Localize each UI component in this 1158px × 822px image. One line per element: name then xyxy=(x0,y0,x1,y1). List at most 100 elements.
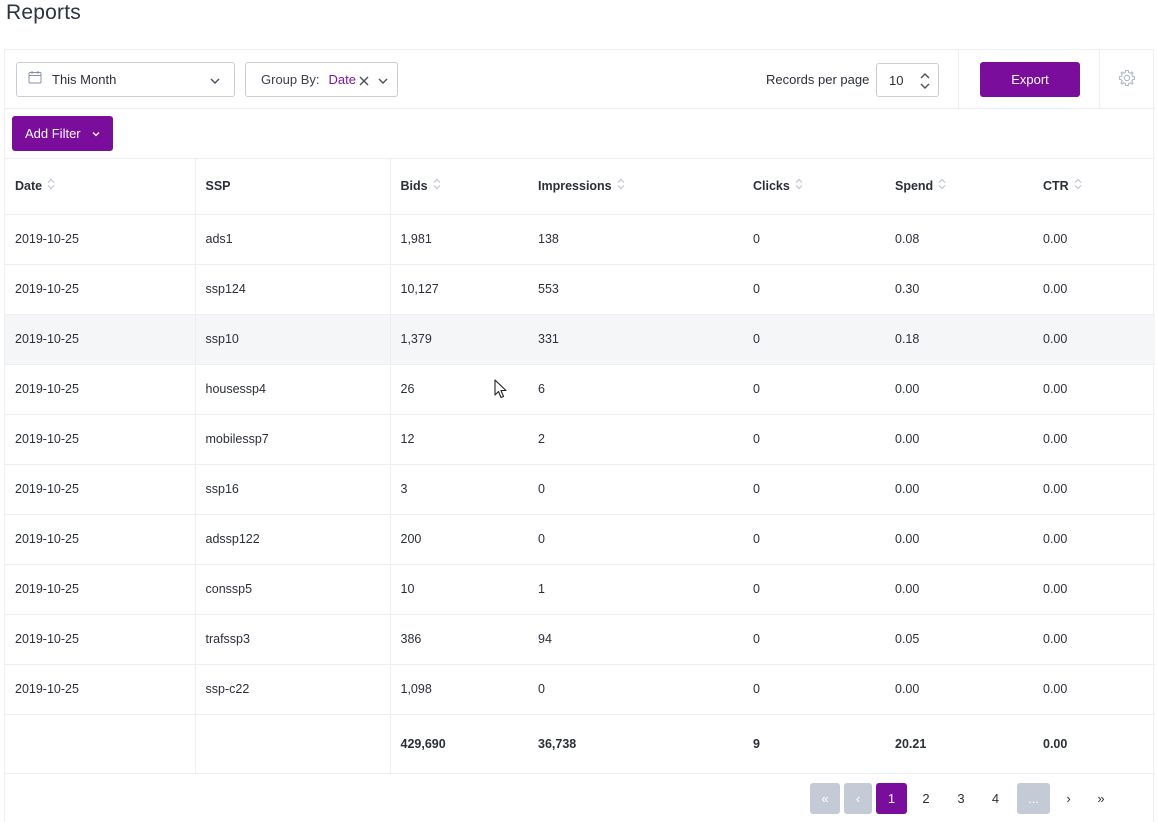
table-row: 2019-10-25 adssp122 200 0 0 0.00 0.00 xyxy=(5,514,1155,565)
table-cell: 0.00 xyxy=(1033,214,1155,265)
table-cell: 2019-10-25 xyxy=(5,214,196,265)
table-row: 2019-10-25 mobilessp7 12 2 0 0.00 0.00 xyxy=(5,414,1155,465)
export-button[interactable]: Export xyxy=(980,62,1080,97)
page-title: Reports xyxy=(6,1,81,24)
page-1-button[interactable]: 1 xyxy=(876,783,907,814)
add-filter-button[interactable]: Add Filter xyxy=(12,116,113,151)
first-page-button[interactable]: « xyxy=(810,783,840,814)
table-cell: 0 xyxy=(743,264,885,315)
column-header-spend[interactable]: Spend xyxy=(885,159,1033,215)
column-label: CTR xyxy=(1043,179,1069,194)
column-header-impressions[interactable]: Impressions xyxy=(528,159,743,215)
table-cell: ssp-c22 xyxy=(195,664,391,715)
column-header-ssp[interactable]: SSP xyxy=(195,159,391,215)
spinner-arrows-icon[interactable] xyxy=(919,69,931,98)
sort-icon[interactable] xyxy=(1074,178,1082,193)
column-label: Clicks xyxy=(753,179,790,194)
chevron-down-icon xyxy=(92,131,100,136)
table-cell: 0 xyxy=(743,364,885,415)
toolbar: This Month Group By: Date Records per pa… xyxy=(5,50,1155,109)
records-per-page-stepper[interactable]: 10 xyxy=(876,63,939,97)
sort-icon[interactable] xyxy=(795,178,803,193)
table-cell: 386 xyxy=(390,614,528,665)
table-cell: 0 xyxy=(528,514,743,565)
table-cell: 0.00 xyxy=(1033,564,1155,615)
group-by-select[interactable]: Group By: Date xyxy=(245,62,398,97)
table-cell: 2019-10-25 xyxy=(5,414,196,465)
column-label: Impressions xyxy=(538,179,612,194)
filter-row: Add Filter xyxy=(5,109,1155,159)
table-cell: 0.00 xyxy=(1033,614,1155,665)
table-cell: 2019-10-25 xyxy=(5,464,196,515)
table-cell: 2019-10-25 xyxy=(5,664,196,715)
sort-icon[interactable] xyxy=(938,178,946,193)
table-row: 2019-10-25 ssp-c22 1,098 0 0 0.00 0.00 xyxy=(5,664,1155,715)
toolbar-divider xyxy=(958,50,959,109)
table-cell: ssp124 xyxy=(195,264,391,315)
table-row: 2019-10-25 ads1 1,981 138 0 0.08 0.00 xyxy=(5,214,1155,265)
table-cell: 1 xyxy=(528,564,743,615)
add-filter-label: Add Filter xyxy=(25,126,81,141)
chevron-down-icon xyxy=(209,74,221,92)
table-cell: 0.00 xyxy=(885,364,1033,415)
records-per-page-label: Records per page xyxy=(766,72,870,87)
table-cell: 0.00 xyxy=(885,514,1033,565)
table-cell: 0.08 xyxy=(885,214,1033,265)
column-header-date[interactable]: Date xyxy=(5,159,196,215)
totals-row: 429,690 36,738 9 20.21 0.00 xyxy=(5,714,1155,774)
column-label: Bids xyxy=(400,179,428,194)
table-row: 2019-10-25 ssp10 1,379 331 0 0.18 0.00 xyxy=(5,314,1155,365)
table-cell: 0.00 xyxy=(885,464,1033,515)
last-page-button[interactable]: » xyxy=(1097,791,1105,806)
group-by-value: Date xyxy=(328,72,356,87)
page-2-button[interactable]: 2 xyxy=(922,791,930,806)
table-cell: housessp4 xyxy=(195,364,391,415)
sort-icon[interactable] xyxy=(617,178,625,193)
table-cell: 3 xyxy=(390,464,528,515)
toolbar-divider xyxy=(1099,50,1100,109)
table-cell: 0.00 xyxy=(1033,364,1155,415)
table-cell: 2019-10-25 xyxy=(5,564,196,615)
total-cell: 9 xyxy=(743,714,885,774)
table-cell: 0.00 xyxy=(885,664,1033,715)
clear-group-by-icon[interactable] xyxy=(358,74,370,92)
report-card: This Month Group By: Date Records per pa… xyxy=(4,49,1155,822)
next-page-button[interactable]: › xyxy=(1066,791,1071,806)
table-cell: ssp10 xyxy=(195,314,391,365)
table-row: 2019-10-25 trafssp3 386 94 0 0.05 0.00 xyxy=(5,614,1155,665)
table-cell: 6 xyxy=(528,364,743,415)
table-cell: 0 xyxy=(743,414,885,465)
column-label: Date xyxy=(15,179,43,194)
pagination: « ‹ 1 2 3 4 ... › » xyxy=(810,783,1115,814)
table-cell: 0 xyxy=(743,564,885,615)
page-4-button[interactable]: 4 xyxy=(991,791,1000,806)
more-pages-button[interactable]: ... xyxy=(1017,783,1050,814)
gear-icon[interactable] xyxy=(1118,69,1136,92)
table-cell: 0.00 xyxy=(1033,264,1155,315)
table-cell: mobilessp7 xyxy=(195,414,391,465)
prev-page-button[interactable]: ‹ xyxy=(844,783,872,814)
table-cell: 0 xyxy=(743,664,885,715)
date-range-select[interactable]: This Month xyxy=(16,62,235,97)
sort-icon[interactable] xyxy=(433,178,441,193)
page-3-button[interactable]: 3 xyxy=(957,791,965,806)
chevron-down-icon[interactable] xyxy=(377,74,389,92)
date-range-value: This Month xyxy=(52,72,117,87)
table-cell: 2019-10-25 xyxy=(5,314,196,365)
total-cell: 0.00 xyxy=(1033,714,1155,774)
column-header-bids[interactable]: Bids xyxy=(390,159,528,215)
calendar-icon xyxy=(28,70,42,89)
table-cell: adssp122 xyxy=(195,514,391,565)
table-cell: 10 xyxy=(390,564,528,615)
column-header-clicks[interactable]: Clicks xyxy=(743,159,885,215)
column-label: SSP xyxy=(205,179,231,194)
sort-icon[interactable] xyxy=(47,178,55,193)
table-cell: 12 xyxy=(390,414,528,465)
group-by-label: Group By: xyxy=(261,72,320,87)
total-cell xyxy=(5,714,196,774)
total-cell: 36,738 xyxy=(528,714,743,774)
table-cell: 1,379 xyxy=(390,314,528,365)
table-cell: 94 xyxy=(528,614,743,665)
column-header-ctr[interactable]: CTR xyxy=(1033,159,1155,215)
total-cell xyxy=(195,714,391,774)
